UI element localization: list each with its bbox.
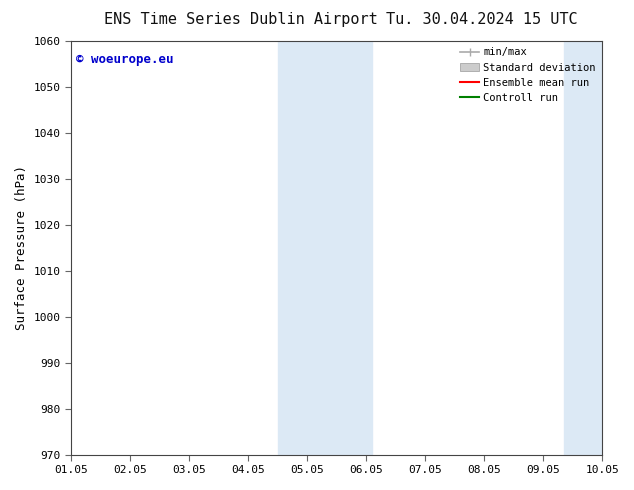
Text: Tu. 30.04.2024 15 UTC: Tu. 30.04.2024 15 UTC xyxy=(386,12,578,27)
Text: ENS Time Series Dublin Airport: ENS Time Series Dublin Airport xyxy=(104,12,378,27)
Text: © woeurope.eu: © woeurope.eu xyxy=(76,53,174,67)
Legend: min/max, Standard deviation, Ensemble mean run, Controll run: min/max, Standard deviation, Ensemble me… xyxy=(456,43,600,107)
Bar xyxy=(316,41,372,455)
Bar xyxy=(599,41,634,455)
Bar xyxy=(278,41,316,455)
Bar xyxy=(564,41,599,455)
Y-axis label: Surface Pressure (hPa): Surface Pressure (hPa) xyxy=(15,165,28,330)
